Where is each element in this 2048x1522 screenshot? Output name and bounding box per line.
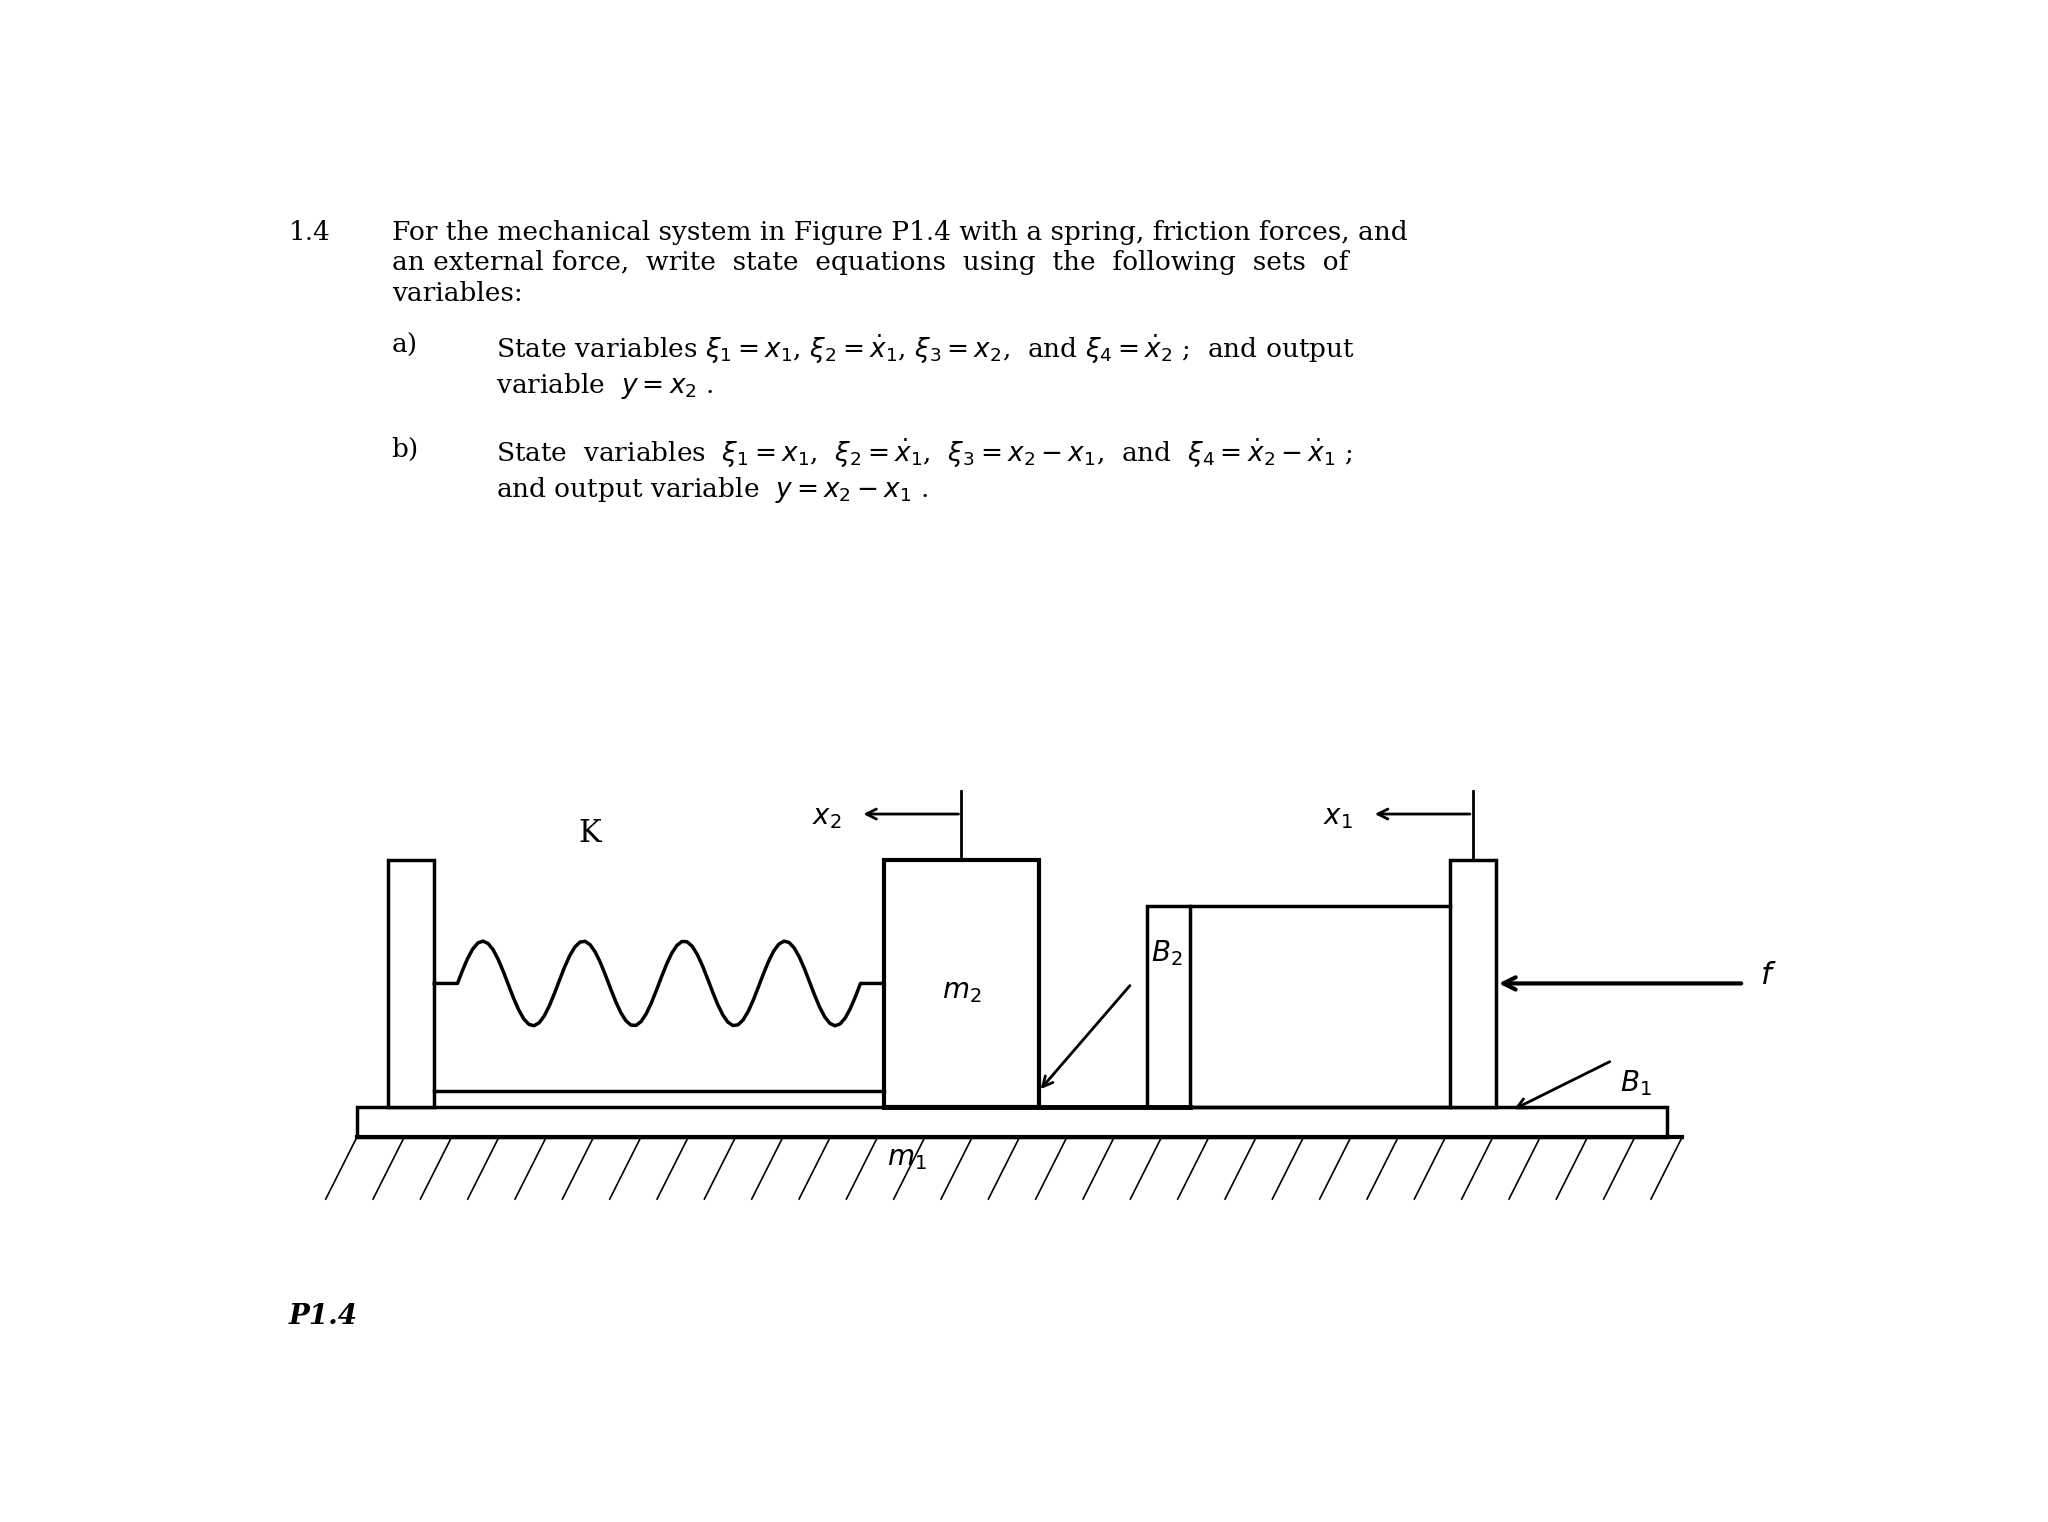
- Text: $B_1$: $B_1$: [1620, 1068, 1651, 1099]
- Text: and output variable  $y = x_2 - x_1$ .: and output variable $y = x_2 - x_1$ .: [496, 475, 928, 505]
- Text: $m_2$: $m_2$: [942, 977, 981, 1005]
- Bar: [356, 1106, 1667, 1137]
- Text: K: K: [578, 817, 600, 849]
- Bar: [387, 860, 434, 1106]
- Bar: [885, 860, 1038, 1106]
- Text: 1.4: 1.4: [289, 219, 330, 245]
- Text: $x_1$: $x_1$: [1323, 805, 1352, 831]
- Text: $x_2$: $x_2$: [811, 805, 842, 831]
- Text: $B_2$: $B_2$: [1151, 938, 1182, 968]
- Text: an external force,  write  state  equations  using  the  following  sets  of: an external force, write state equations…: [391, 251, 1348, 275]
- Text: $\mathit{f}$: $\mathit{f}$: [1759, 960, 1776, 991]
- Text: State variables $\xi_1 = x_1$, $\xi_2 = \dot{x}_1$, $\xi_3 = x_2$,  and $\xi_4 =: State variables $\xi_1 = x_1$, $\xi_2 = …: [496, 333, 1356, 367]
- Text: a): a): [391, 333, 418, 358]
- Bar: [1450, 860, 1495, 1106]
- Bar: [1147, 907, 1190, 1106]
- Text: State  variables  $\xi_1 = x_1$,  $\xi_2 = \dot{x}_1$,  $\xi_3 = x_2 - x_1$,  an: State variables $\xi_1 = x_1$, $\xi_2 = …: [496, 437, 1354, 470]
- Text: b): b): [391, 437, 420, 461]
- Text: For the mechanical system in Figure P1.4 with a spring, friction forces, and: For the mechanical system in Figure P1.4…: [391, 219, 1407, 245]
- Text: $m_1$: $m_1$: [887, 1145, 928, 1172]
- Text: variables:: variables:: [391, 282, 522, 306]
- Text: P1.4: P1.4: [289, 1303, 358, 1330]
- Text: variable  $y = x_2$ .: variable $y = x_2$ .: [496, 371, 715, 402]
